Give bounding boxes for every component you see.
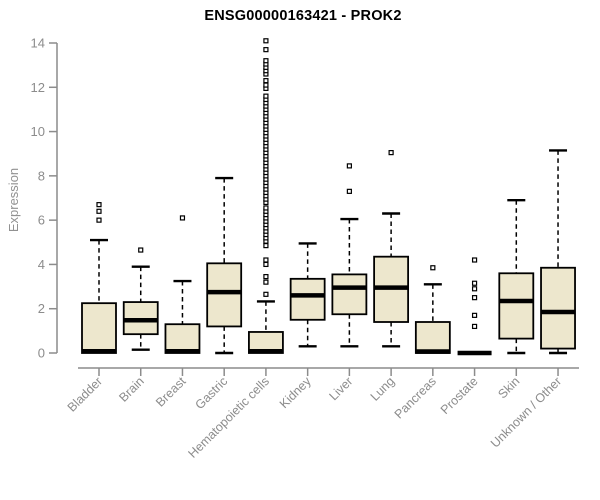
outlier-hematopoietic-cells [263,261,269,268]
outlier-hematopoietic-cells [263,93,269,99]
x-tick-label-unknown-other: Unknown / Other [488,374,564,450]
y-tick-label: 2 [38,301,45,316]
x-tick-label-liver: Liver [326,374,355,403]
y-tick-label: 4 [38,257,45,272]
outlier-prostate [471,257,478,263]
outlier-bladder [96,208,102,214]
outlier-hematopoietic-cells [263,82,269,88]
box-bladder [81,302,117,354]
y-tick-label: 14 [31,36,45,51]
outlier-hematopoietic-cells [263,279,269,285]
outlier-breast [179,215,186,221]
y-tick-label: 6 [38,213,45,228]
x-tick-label-brain: Brain [116,374,147,405]
y-tick-label: 8 [38,168,45,183]
outlier-prostate [471,286,478,292]
box-unknown-other [540,266,576,350]
outlier-pancreas [430,265,436,271]
box-gastric [206,262,243,328]
outlier-lung [388,150,394,156]
x-tick-label-prostate: Prostate [438,374,481,417]
outlier-hematopoietic-cells [263,205,269,211]
outlier-bladder [96,202,102,208]
x-tick-label-skin: Skin [495,374,522,401]
box-skin [498,272,535,340]
outlier-liver [346,188,352,194]
outlier-bladder [96,217,102,223]
outlier-liver [346,163,352,169]
x-tick-label-kidney: Kidney [277,374,314,411]
box-kidney [289,277,326,321]
outlier-hematopoietic-cells [263,291,269,297]
outlier-hematopoietic-cells [263,38,269,44]
box-breast [164,323,201,354]
outlier-prostate [471,323,478,330]
y-tick-label: 0 [38,346,45,361]
y-axis-label: Expression [6,167,21,233]
y-tick-label: 10 [31,124,45,139]
box-pancreas [414,321,451,354]
x-tick-label-bladder: Bladder [65,374,105,414]
outlier-hematopoietic-cells [263,47,269,53]
box-liver [331,273,368,316]
outlier-brain [138,247,144,253]
outlier-hematopoietic-cells [263,274,269,280]
x-tick-label-hematopoietic-cells: Hematopoietic cells [185,374,272,461]
x-tick-label-pancreas: Pancreas [392,374,439,421]
outlier-hematopoietic-cells [263,243,269,249]
x-tick-label-breast: Breast [153,374,189,410]
outlier-prostate [471,280,478,286]
y-tick-label: 12 [31,80,45,95]
outlier-hematopoietic-cells [263,58,269,64]
x-tick-label-gastric: Gastric [192,374,230,412]
outlier-prostate [471,295,478,301]
chart-title: ENSG00000163421 - PROK2 [204,8,402,24]
outlier-hematopoietic-cells [263,257,269,263]
outlier-hematopoietic-cells [263,78,269,84]
x-tick-label-lung: Lung [368,374,398,404]
outlier-prostate [471,312,478,318]
